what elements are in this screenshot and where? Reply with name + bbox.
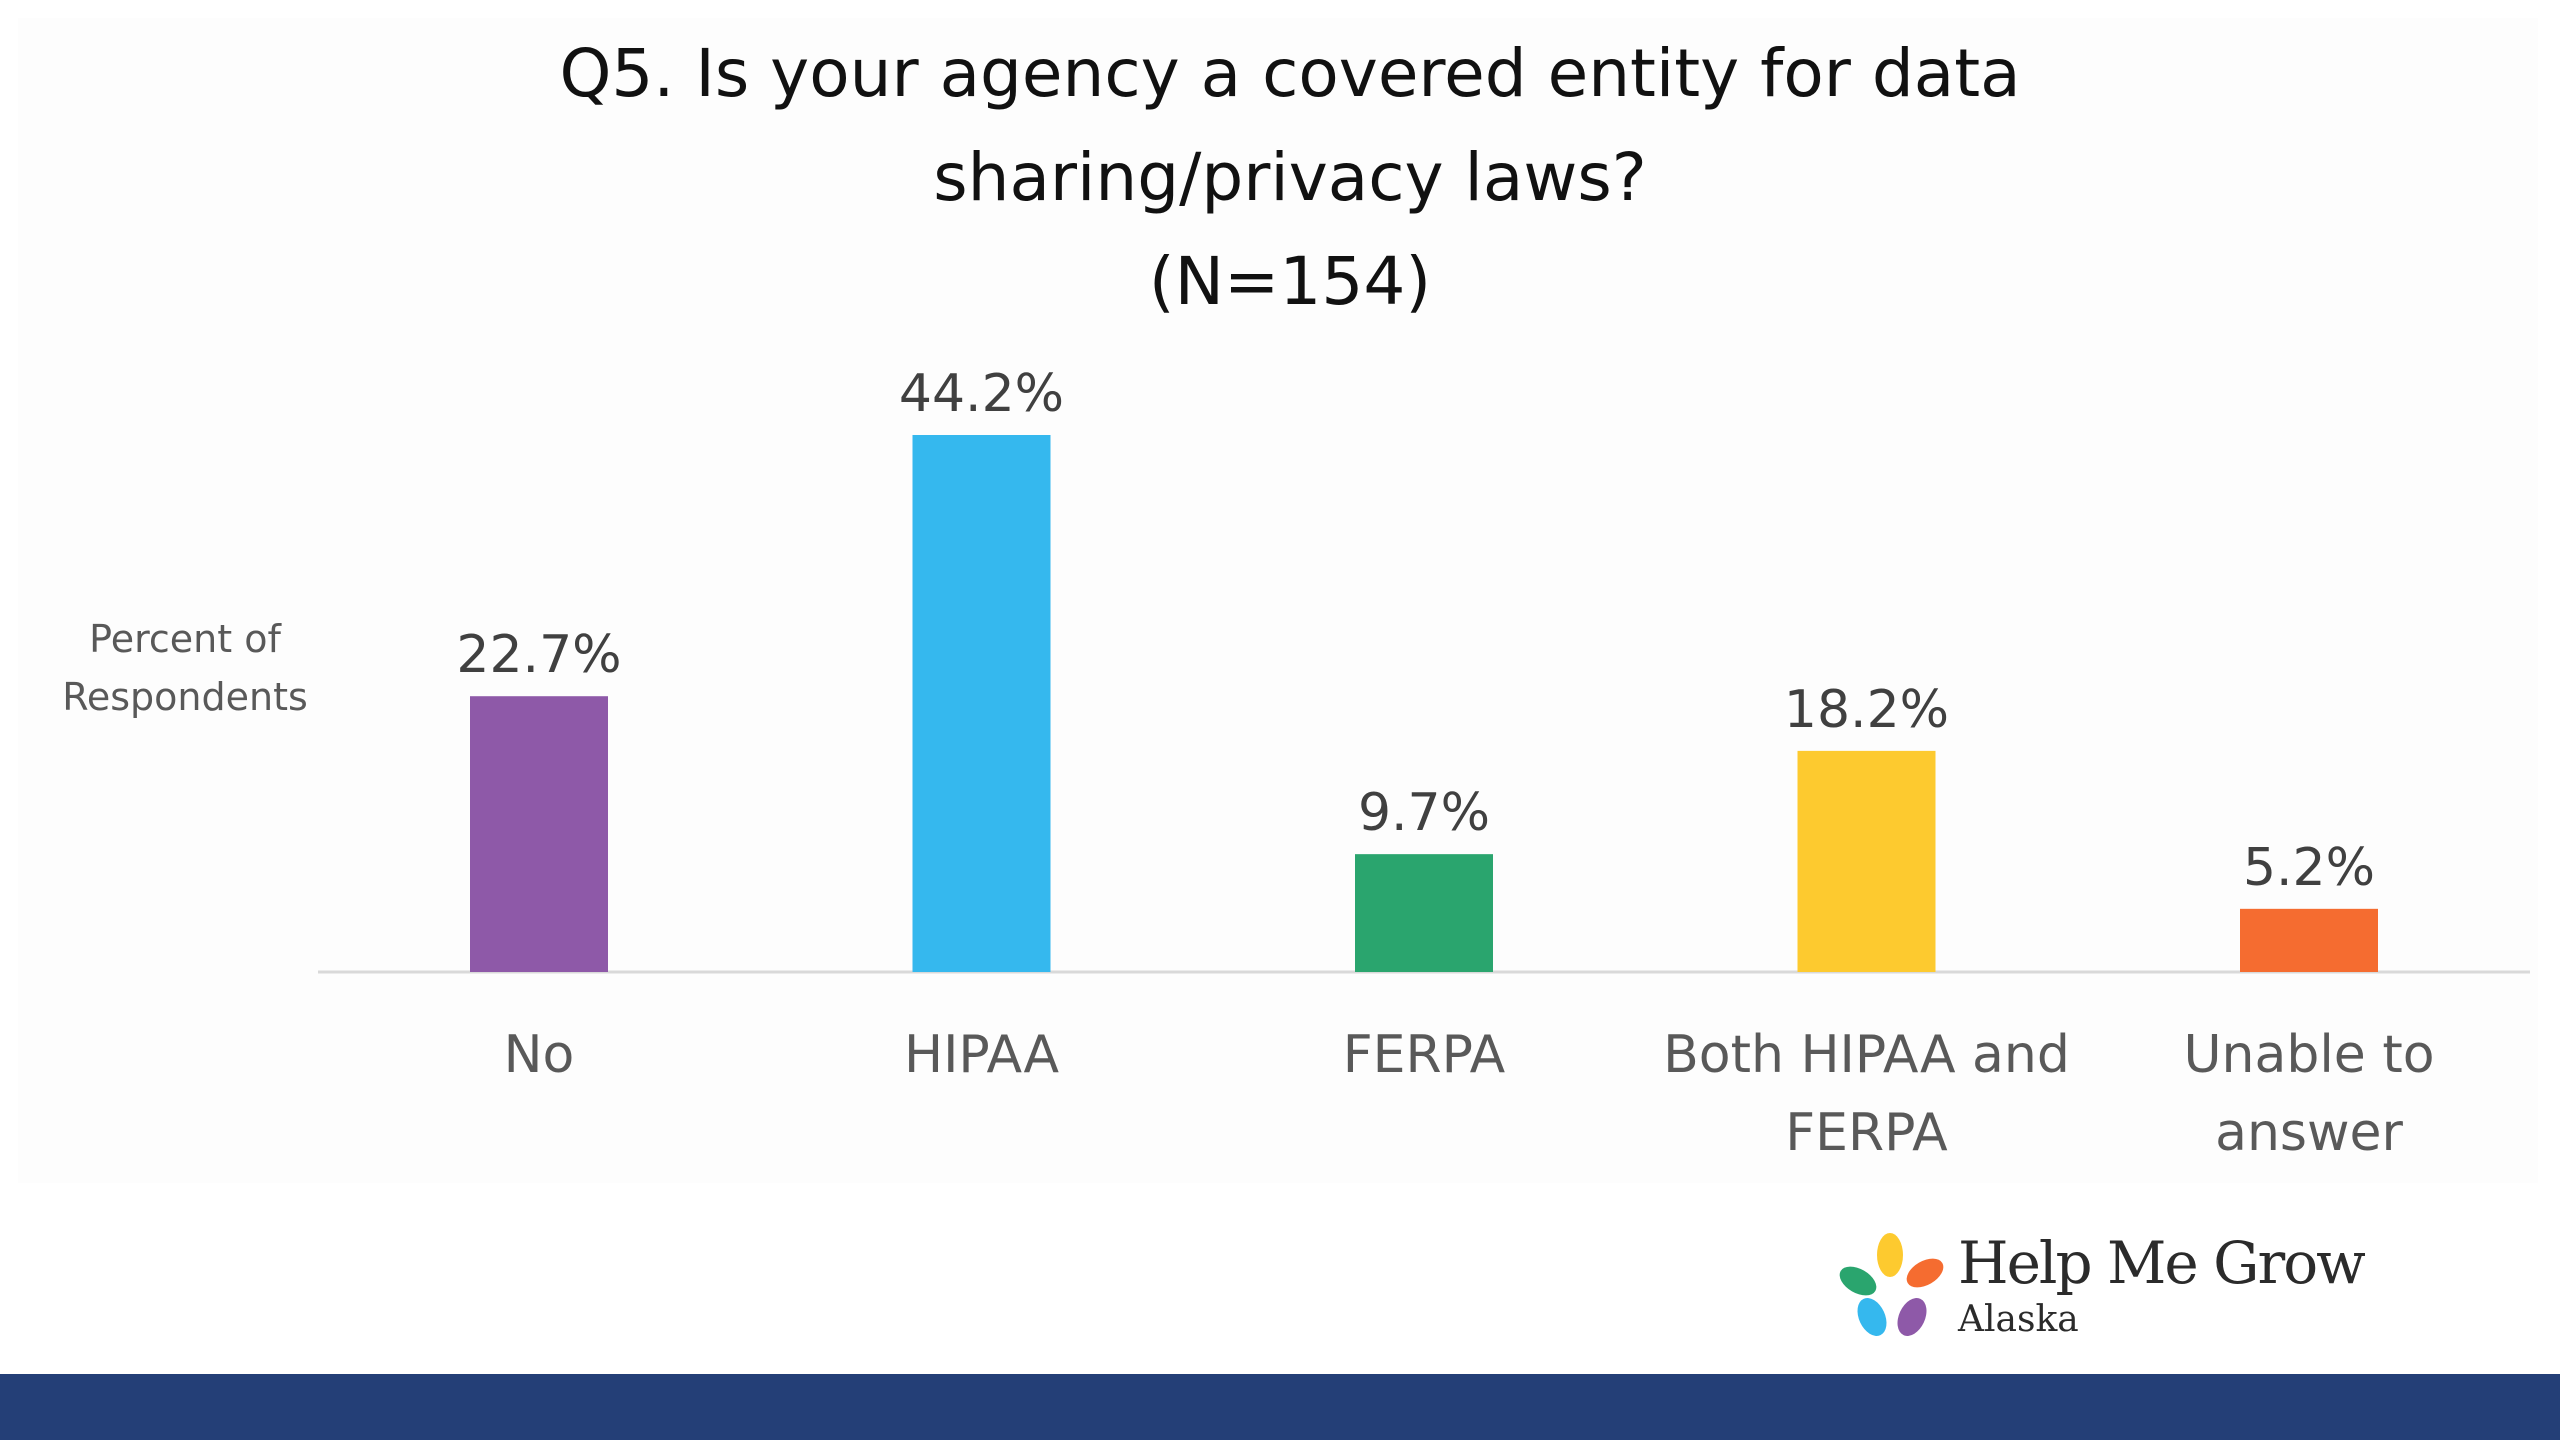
- footer-bar: [0, 1374, 2560, 1440]
- y-axis-label: Percent of Respondents: [40, 610, 330, 726]
- help-me-grow-logo-icon: [1839, 1233, 1944, 1336]
- chart-title: Q5. Is your agency a covered entity for …: [0, 22, 2560, 334]
- bar: [470, 696, 608, 972]
- category-label: answer: [2215, 1103, 2403, 1163]
- chart-title-line-3: (N=154): [1148, 243, 1432, 320]
- bar: [1355, 854, 1493, 972]
- category-label: Both HIPAA and: [1663, 1025, 2070, 1085]
- data-label: 9.7%: [1358, 783, 1490, 843]
- chart-area: [18, 18, 2538, 1183]
- logo-title: Help Me Grow: [1958, 1229, 2366, 1297]
- category-label: HIPAA: [904, 1025, 1059, 1085]
- y-axis-label-line-1: Percent of: [89, 617, 281, 661]
- logo-subtitle: Alaska: [1958, 1299, 2079, 1340]
- logo-petal: [1839, 1266, 1877, 1296]
- bar: [912, 435, 1051, 972]
- category-label: No: [504, 1025, 575, 1085]
- logo-petal: [1906, 1258, 1944, 1288]
- bar: [1797, 750, 1936, 972]
- data-label: 44.2%: [899, 364, 1064, 424]
- data-label: 22.7%: [456, 625, 621, 685]
- data-label: 18.2%: [1784, 680, 1949, 740]
- chart-title-line-1: Q5. Is your agency a covered entity for …: [559, 35, 2021, 112]
- logo-petal: [1897, 1298, 1927, 1336]
- category-label: FERPA: [1343, 1025, 1506, 1085]
- chart-title-line-2: sharing/privacy laws?: [933, 139, 1647, 216]
- y-axis-label-line-2: Respondents: [62, 675, 308, 719]
- category-label: FERPA: [1785, 1103, 1948, 1163]
- logo-petal: [1857, 1298, 1887, 1336]
- category-label: Unable to: [2183, 1025, 2434, 1085]
- data-label: 5.2%: [2243, 838, 2375, 898]
- logo-petal: [1877, 1233, 1903, 1277]
- bar: [2240, 908, 2378, 972]
